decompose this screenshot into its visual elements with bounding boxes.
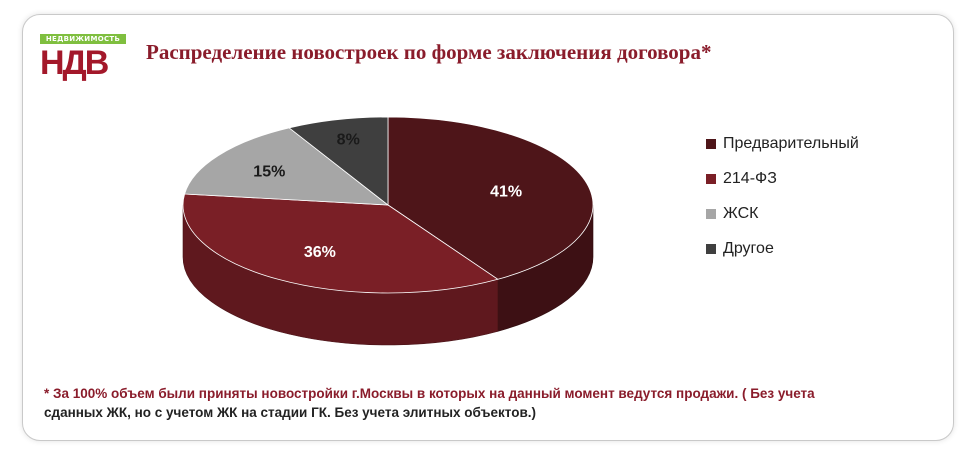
legend-item-preliminary: Предварительный xyxy=(706,135,859,153)
footnote: * За 100% объем были приняты новостройки… xyxy=(44,384,944,422)
pie-label-0: 41% xyxy=(490,183,522,200)
legend-item-other: Другое xyxy=(706,240,859,258)
legend: Предварительный 214-ФЗ ЖСК Другое xyxy=(706,135,859,275)
legend-label: Другое xyxy=(723,240,774,258)
legend-label: Предварительный xyxy=(723,135,859,153)
pie-label-2: 15% xyxy=(253,163,285,180)
legend-label: 214-ФЗ xyxy=(723,170,777,188)
footnote-line-1: * За 100% объем были приняты новостройки… xyxy=(44,384,944,403)
pie-label-1: 36% xyxy=(304,244,336,261)
pie-label-3: 8% xyxy=(337,132,360,149)
legend-item-zhsk: ЖСК xyxy=(706,205,859,223)
legend-label: ЖСК xyxy=(723,205,758,223)
footnote-line-2: сданных ЖК, но с учетом ЖК на стадии ГК.… xyxy=(44,403,944,422)
legend-item-214fz: 214-ФЗ xyxy=(706,170,859,188)
legend-swatch xyxy=(706,244,716,254)
legend-swatch xyxy=(706,174,716,184)
legend-swatch xyxy=(706,139,716,149)
legend-swatch xyxy=(706,209,716,219)
